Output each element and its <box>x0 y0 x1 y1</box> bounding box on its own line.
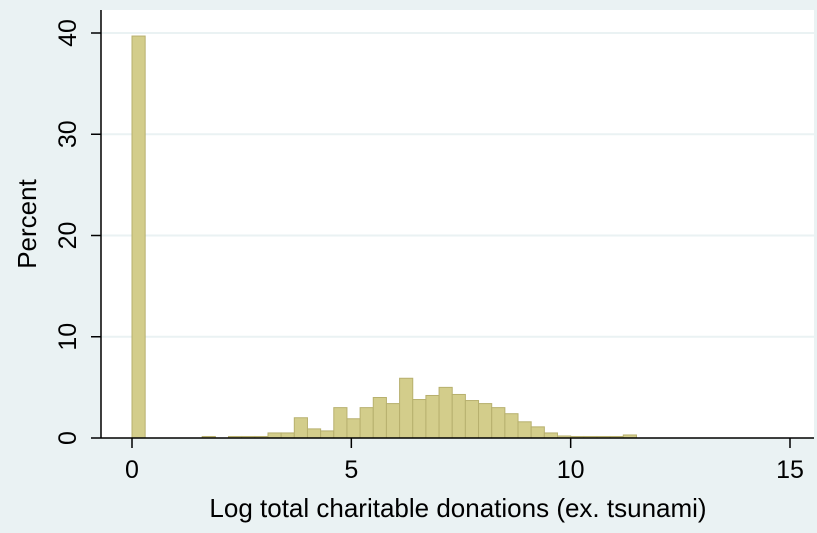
bar-14 <box>385 403 401 439</box>
y-axis-title: Percent <box>12 178 42 268</box>
bar-13 <box>372 397 387 439</box>
bar-19 <box>451 393 466 439</box>
y-tick-label-30: 30 <box>54 120 82 148</box>
bar-6 <box>280 432 295 439</box>
bar-25 <box>530 426 545 439</box>
bar-0 <box>131 35 146 439</box>
bar-15 <box>399 377 414 439</box>
bar-8 <box>306 428 322 439</box>
x-tick-label-0: 0 <box>125 456 139 484</box>
y-tick-label-0: 0 <box>54 431 82 445</box>
bar-10 <box>333 407 348 439</box>
bar-11 <box>346 418 361 439</box>
bar-7 <box>293 417 308 439</box>
bar-17 <box>425 394 440 439</box>
bar-12 <box>359 407 374 439</box>
plot-area <box>101 10 814 438</box>
bar-18 <box>438 386 453 439</box>
bar-22 <box>491 407 506 439</box>
gridlines <box>101 32 814 338</box>
x-tick-label-5: 5 <box>344 456 358 484</box>
bar-20 <box>464 400 480 439</box>
bar-16 <box>412 399 427 439</box>
x-tick-label-15: 15 <box>776 456 804 484</box>
x-axis-title: Log total charitable donations (ex. tsun… <box>209 493 706 523</box>
x-tick-label-10: 10 <box>557 456 585 484</box>
bar-5 <box>267 432 282 439</box>
bar-26 <box>543 432 559 439</box>
y-tick-label-20: 20 <box>54 222 82 250</box>
bar-21 <box>478 403 493 439</box>
y-tick-label-10: 10 <box>54 323 82 351</box>
axes: 0 10 20 30 40 0 5 10 15 <box>54 10 814 484</box>
bar-9 <box>320 430 335 439</box>
y-tick-label-40: 40 <box>54 19 82 47</box>
bar-23 <box>504 413 519 439</box>
bars <box>131 35 637 439</box>
bar-24 <box>517 421 532 439</box>
